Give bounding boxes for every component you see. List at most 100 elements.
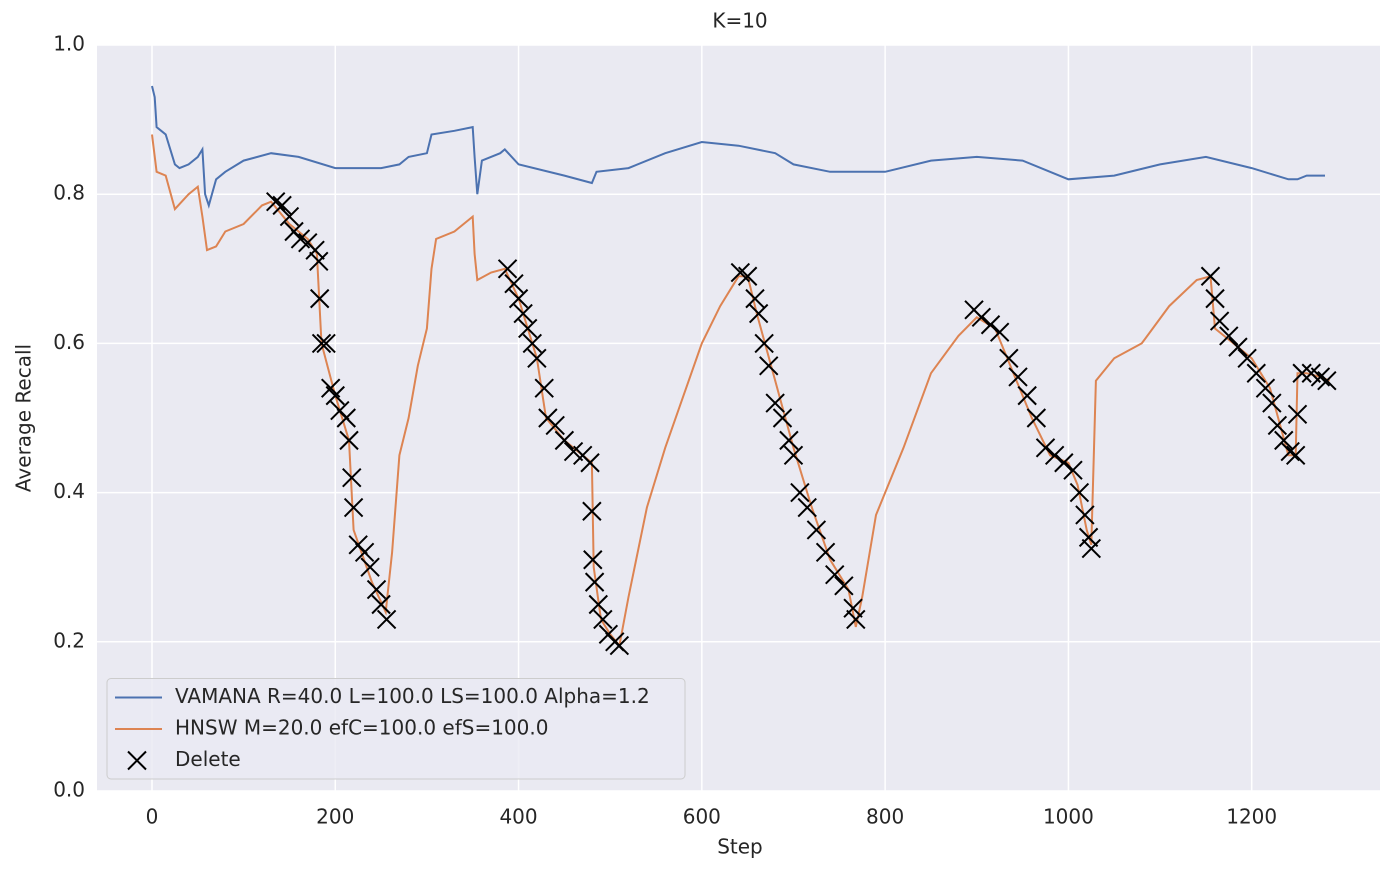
delete-marker xyxy=(989,322,1010,342)
delete-marker xyxy=(513,303,533,324)
delete-marker xyxy=(843,598,863,618)
delete-marker xyxy=(1054,453,1074,473)
delete-marker xyxy=(1044,445,1065,466)
delete-marker xyxy=(518,318,538,339)
delete-marker xyxy=(336,408,356,428)
x-axis-label: Step xyxy=(717,835,763,859)
delete-marker xyxy=(354,542,375,562)
delete-marker xyxy=(754,333,774,354)
delete-marker xyxy=(815,542,836,562)
delete-marker xyxy=(1310,367,1331,387)
delete-marker xyxy=(339,430,359,451)
delete-marker xyxy=(1246,363,1266,383)
y-tick-label: 0.0 xyxy=(53,778,85,802)
delete-marker xyxy=(1317,370,1337,391)
delete-marker xyxy=(1081,538,1102,559)
delete-marker xyxy=(504,274,524,294)
delete-marker xyxy=(588,594,608,615)
delete-marker xyxy=(745,288,765,309)
x-tick-label: 1000 xyxy=(1043,805,1094,829)
delete-marker xyxy=(582,501,602,521)
delete-marker xyxy=(1262,393,1282,413)
legend-label: Delete xyxy=(175,747,241,771)
delete-marker xyxy=(309,251,329,272)
delete-marker xyxy=(1069,482,1090,503)
delete-marker xyxy=(1237,348,1257,369)
delete-marker xyxy=(1280,441,1300,462)
delete-marker xyxy=(806,520,827,540)
delete-marker xyxy=(797,497,817,518)
chart-title: K=10 xyxy=(712,9,767,33)
delete-marker xyxy=(272,195,292,216)
delete-marker xyxy=(1078,527,1099,548)
delete-marker xyxy=(1219,326,1239,346)
delete-marker xyxy=(311,333,332,354)
delete-marker xyxy=(316,333,336,354)
delete-marker xyxy=(279,206,300,227)
plot-area xyxy=(97,45,1380,791)
delete-marker xyxy=(1274,430,1294,451)
delete-marker xyxy=(772,408,793,428)
delete-marker xyxy=(609,635,630,656)
delete-marker xyxy=(999,348,1019,369)
delete-marker xyxy=(584,572,605,592)
delete-marker xyxy=(790,482,810,503)
delete-marker xyxy=(325,385,345,406)
y-tick-label: 0.4 xyxy=(53,479,85,503)
delete-marker xyxy=(765,393,785,413)
delete-marker xyxy=(366,579,387,600)
y-tick-label: 0.8 xyxy=(53,181,85,205)
x-tick-label: 400 xyxy=(499,805,537,829)
delete-marker xyxy=(846,609,866,630)
y-tick-label: 1.0 xyxy=(53,32,85,56)
delete-marker xyxy=(1063,460,1083,480)
legend-label: HNSW M=20.0 efC=100.0 efS=100.0 xyxy=(175,716,548,740)
delete-marker xyxy=(1075,505,1095,525)
delete-marker xyxy=(825,564,845,585)
delete-marker xyxy=(783,445,804,466)
legend-box xyxy=(106,678,686,780)
delete-marker xyxy=(1200,266,1221,286)
delete-marker xyxy=(1035,438,1056,458)
delete-marker xyxy=(343,497,364,518)
x-tick-label: 0 xyxy=(146,805,159,829)
delete-marker xyxy=(522,333,543,354)
legend-label: VAMANA R=40.0 L=100.0 LS=100.0 Alpha=1.2 xyxy=(175,684,650,708)
delete-marker xyxy=(1017,385,1037,406)
delete-marker xyxy=(980,315,1001,335)
delete-marker xyxy=(360,557,380,577)
delete-marker xyxy=(1287,404,1308,424)
delete-marker xyxy=(580,453,600,473)
delete-marker xyxy=(534,378,554,398)
x-tick-label: 1200 xyxy=(1226,805,1277,829)
legend-marker xyxy=(127,750,147,771)
delete-marker xyxy=(1026,408,1047,428)
y-tick-label: 0.2 xyxy=(53,628,85,652)
delete-marker xyxy=(1255,378,1276,398)
delete-marker xyxy=(737,266,758,286)
delete-marker xyxy=(527,348,547,369)
y-axis-label: Average Recall xyxy=(12,344,36,492)
delete-marker xyxy=(583,550,603,570)
delete-marker xyxy=(1228,337,1248,357)
delete-marker xyxy=(342,467,362,488)
delete-marker xyxy=(779,430,799,451)
delete-marker xyxy=(1267,415,1288,436)
delete-marker xyxy=(305,240,325,260)
x-tick-label: 200 xyxy=(316,805,354,829)
delete-marker xyxy=(371,594,391,615)
delete-marker xyxy=(759,356,779,376)
delete-marker xyxy=(593,609,613,630)
delete-marker xyxy=(971,307,992,327)
delete-marker xyxy=(834,576,854,596)
delete-marker xyxy=(545,415,565,436)
delete-marker xyxy=(554,430,575,451)
delete-marker xyxy=(1285,445,1306,466)
x-tick-label: 600 xyxy=(683,805,721,829)
delete-marker xyxy=(1008,367,1028,387)
delete-marker xyxy=(376,609,397,630)
x-tick-label: 800 xyxy=(866,805,904,829)
delete-marker xyxy=(497,259,518,279)
y-tick-label: 0.6 xyxy=(53,330,85,354)
